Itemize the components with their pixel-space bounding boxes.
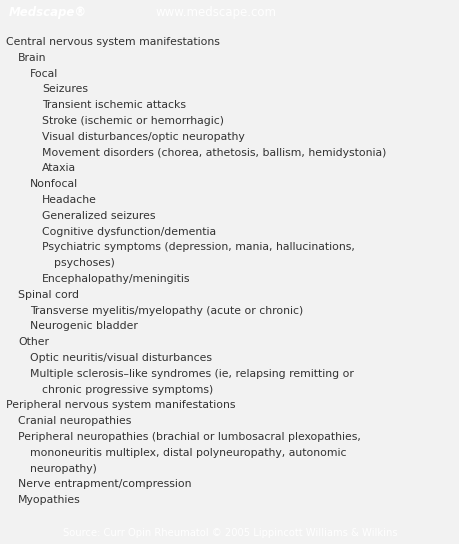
Text: Cranial neuropathies: Cranial neuropathies: [18, 416, 131, 426]
Text: Focal: Focal: [30, 69, 58, 78]
Text: Central nervous system manifestations: Central nervous system manifestations: [6, 37, 219, 47]
Text: Headache: Headache: [42, 195, 97, 205]
Text: Peripheral nervous system manifestations: Peripheral nervous system manifestations: [6, 400, 235, 410]
Text: Spinal cord: Spinal cord: [18, 290, 79, 300]
Text: Nerve entrapment/compression: Nerve entrapment/compression: [18, 479, 191, 490]
Text: Transverse myelitis/myelopathy (acute or chronic): Transverse myelitis/myelopathy (acute or…: [30, 306, 302, 316]
Text: Myopathies: Myopathies: [18, 495, 81, 505]
Text: www.medscape.com: www.medscape.com: [155, 6, 276, 19]
Text: Psychiatric symptoms (depression, mania, hallucinations,: Psychiatric symptoms (depression, mania,…: [42, 243, 354, 252]
Text: Optic neuritis/visual disturbances: Optic neuritis/visual disturbances: [30, 353, 212, 363]
Text: Brain: Brain: [18, 53, 46, 63]
Text: Cognitive dysfunction/dementia: Cognitive dysfunction/dementia: [42, 227, 216, 237]
Text: Source: Curr Opin Rheumatol © 2005 Lippincott Williams & Wilkins: Source: Curr Opin Rheumatol © 2005 Lippi…: [62, 528, 397, 538]
Text: Nonfocal: Nonfocal: [30, 179, 78, 189]
Text: Encephalopathy/meningitis: Encephalopathy/meningitis: [42, 274, 190, 284]
Text: Transient ischemic attacks: Transient ischemic attacks: [42, 100, 185, 110]
Text: neuropathy): neuropathy): [30, 463, 97, 474]
Text: Seizures: Seizures: [42, 84, 88, 95]
Text: Stroke (ischemic or hemorrhagic): Stroke (ischemic or hemorrhagic): [42, 116, 224, 126]
Text: Neurogenic bladder: Neurogenic bladder: [30, 322, 138, 331]
Text: Generalized seizures: Generalized seizures: [42, 211, 155, 221]
Text: Peripheral neuropathies (brachial or lumbosacral plexopathies,: Peripheral neuropathies (brachial or lum…: [18, 432, 360, 442]
Text: Multiple sclerosis–like syndromes (ie, relapsing remitting or: Multiple sclerosis–like syndromes (ie, r…: [30, 369, 353, 379]
Text: psychoses): psychoses): [54, 258, 115, 268]
Text: Visual disturbances/optic neuropathy: Visual disturbances/optic neuropathy: [42, 132, 244, 142]
Text: Medscape®: Medscape®: [8, 6, 86, 19]
Text: Movement disorders (chorea, athetosis, ballism, hemidystonia): Movement disorders (chorea, athetosis, b…: [42, 147, 386, 158]
Text: mononeuritis multiplex, distal polyneuropathy, autonomic: mononeuritis multiplex, distal polyneuro…: [30, 448, 346, 458]
Text: Other: Other: [18, 337, 49, 347]
Text: chronic progressive symptoms): chronic progressive symptoms): [42, 385, 213, 394]
Text: Ataxia: Ataxia: [42, 163, 76, 174]
